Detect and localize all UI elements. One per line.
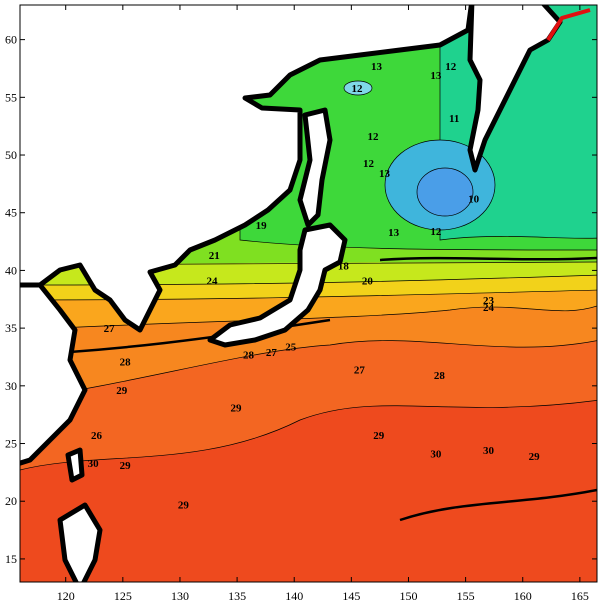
- contour-label: 27: [104, 323, 116, 335]
- contour-label: 12: [445, 61, 457, 73]
- axes: 120 125 130 135 140 145 150 155 160 165 15 20 25 30 35…: [5, 5, 597, 603]
- y-tick-label: 25: [5, 437, 17, 451]
- contour-label: 29: [120, 460, 132, 472]
- x-tick-label: 165: [571, 589, 589, 603]
- y-tick-label: 30: [5, 379, 17, 393]
- contour-label: 12: [368, 131, 380, 143]
- contour-label: 29: [230, 402, 242, 414]
- cold-pool: [416, 167, 474, 217]
- contour-label: 27: [266, 347, 278, 359]
- contour-label: 21: [209, 250, 220, 262]
- contour-label: 13: [388, 227, 400, 239]
- contour-label: 29: [178, 499, 190, 511]
- x-tick-label: 160: [514, 589, 532, 603]
- contour-label: 12: [430, 226, 442, 238]
- y-tick-label: 35: [5, 321, 17, 335]
- contour-label: 20: [362, 275, 374, 287]
- contour-label: 27: [354, 364, 366, 376]
- contour-label: 29: [116, 385, 128, 397]
- x-tick-label: 120: [57, 589, 75, 603]
- land: [65, 447, 85, 483]
- contour-label: 23: [483, 295, 495, 307]
- land: [297, 107, 333, 228]
- x-tick-label: 140: [285, 589, 303, 603]
- contour-label: 30: [430, 449, 442, 461]
- contour-label: 28: [243, 349, 255, 361]
- y-tick-label: 50: [5, 148, 17, 162]
- contour-label: 18: [338, 260, 350, 272]
- x-tick-label: 155: [457, 589, 475, 603]
- y-tick-label: 60: [5, 33, 17, 47]
- x-tick-label: 150: [399, 589, 417, 603]
- contour-label: 25: [285, 341, 297, 353]
- y-tick-label: 45: [5, 206, 17, 220]
- land: [20, 5, 474, 333]
- contour-label: 13: [379, 168, 391, 180]
- contour-label: 13: [430, 70, 442, 82]
- contour-label: 11: [449, 113, 459, 125]
- y-tick-label: 40: [5, 263, 17, 277]
- contour-label: 12: [352, 83, 364, 95]
- land: [57, 502, 103, 582]
- contour-label: 28: [434, 370, 446, 382]
- contour-label: 19: [256, 220, 268, 232]
- frame: [19, 4, 598, 583]
- contour-label: 26: [91, 430, 103, 442]
- land: [20, 282, 88, 466]
- x-tick-label: 145: [342, 589, 360, 603]
- contour-label: 24: [206, 275, 218, 287]
- y-tick-label: 55: [5, 90, 17, 104]
- contour-label: 13: [371, 61, 383, 73]
- contour-label: 29: [529, 451, 541, 463]
- contour-label: 28: [120, 356, 132, 368]
- contour-label: 12: [363, 158, 375, 170]
- contour-label: 10: [468, 194, 480, 206]
- x-tick-label: 130: [171, 589, 189, 603]
- y-tick-label: 20: [5, 494, 17, 508]
- x-tick-label: 125: [114, 589, 132, 603]
- land: [207, 222, 348, 348]
- y-tick-label: 15: [5, 552, 17, 566]
- coast-highlight: [546, 8, 591, 42]
- contour-label: 29: [373, 430, 385, 442]
- cold-pool: [343, 80, 373, 96]
- contour-label: 24: [483, 302, 495, 314]
- contour-label: 30: [88, 458, 100, 470]
- x-tick-label: 135: [228, 589, 246, 603]
- contour-label: 30: [483, 445, 495, 457]
